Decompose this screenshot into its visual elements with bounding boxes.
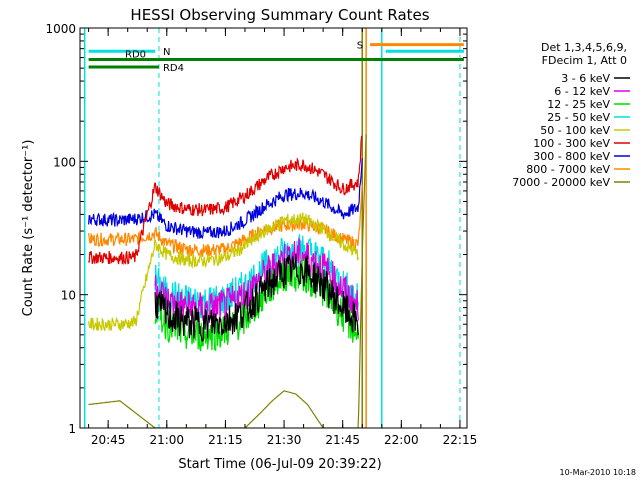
series-line-6-12-kev [154,238,359,325]
legend-label: 7000 - 20000 keV [512,176,610,189]
plot-area [83,28,464,428]
x-axis: 20:45 21:00 21:15 21:30 21:45 22:00 22:15 [88,28,478,447]
y-axis: 1 10 100 1000 [45,22,467,436]
x-tick-label: 21:15 [208,433,243,447]
legend-label: 50 - 100 keV [540,124,610,137]
x-tick-label: 22:00 [384,433,419,447]
series-line-100-300-kev [88,135,363,265]
legend-label: 100 - 300 keV [533,137,610,150]
annotation-s: S [357,41,363,52]
x-tick-label: 21:45 [325,433,360,447]
legend-label: 300 - 800 keV [533,150,610,163]
series-line-3-6-kev [154,253,359,342]
annotation-rd0: RD0 [125,50,146,61]
legend-label: 3 - 6 keV [561,72,610,85]
legend-label: 25 - 50 keV [547,111,610,124]
y-tick-label: 10 [61,289,76,303]
annotation-n: N [163,47,170,58]
chart-title: HESSI Observing Summary Count Rates [130,6,429,24]
x-tick-label: 20:45 [91,433,126,447]
legend: Det 1,3,4,5,6,9,FDecim 1, Att 0 3 - 6 keV… [512,41,630,189]
date-stamp: 10-Mar-2010 10:18 [560,468,637,477]
annotation-rd4: RD4 [163,63,184,74]
series-line-50-100-kev [88,212,359,332]
x-tick-label: 22:15 [443,433,478,447]
legend-label: 12 - 25 keV [547,98,610,111]
x-axis-label: Start Time (06-Jul-09 20:39:22) [178,457,381,472]
legend-header: Det 1,3,4,5,6,9, [541,41,627,54]
legend-label: 800 - 7000 keV [526,163,610,176]
y-tick-label: 1000 [45,22,76,36]
y-tick-label: 100 [53,155,76,169]
x-tick-label: 21:00 [149,433,184,447]
legend-header: FDecim 1, Att 0 [542,54,627,67]
legend-label: 6 - 12 keV [554,85,610,98]
y-tick-label: 1 [68,422,76,436]
series-line-7000-20000-kev [88,134,367,428]
plot-frame [79,27,468,429]
y-axis-label: Count Rate (s⁻¹ detector⁻¹) [21,140,36,317]
series-line-300-800-kev [88,158,363,240]
x-tick-label: 21:30 [267,433,302,447]
